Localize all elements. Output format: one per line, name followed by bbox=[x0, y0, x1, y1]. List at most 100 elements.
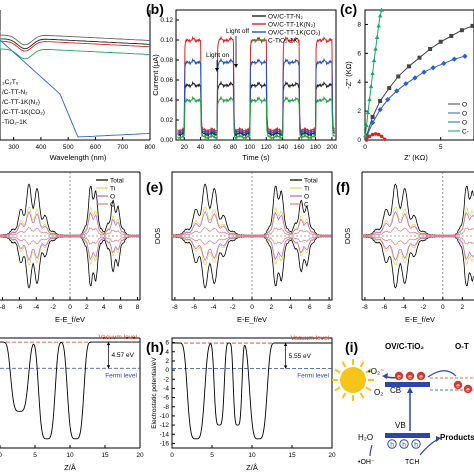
panel-f-dos: -8 -6 -4 -2 0 2 bbox=[361, 172, 474, 311]
panel-c-point bbox=[364, 138, 369, 142]
hole-label: h bbox=[414, 442, 418, 449]
h2o-oh-arrow bbox=[369, 444, 373, 457]
panel-a-legend-entry: -TiO₂-1K bbox=[2, 119, 28, 126]
panel-c-point bbox=[377, 13, 383, 18]
dos-xtick-label: -4 bbox=[401, 304, 407, 311]
dos-legend-label: Ti bbox=[304, 185, 309, 192]
dos-xtick-label: -6 bbox=[191, 304, 197, 311]
dos-xtick-label: -4 bbox=[211, 304, 217, 311]
panel-b-xtick-label: 160 bbox=[294, 144, 305, 151]
panel-c-point bbox=[403, 81, 409, 87]
panel-c-curves bbox=[363, 7, 474, 142]
hole-label: h bbox=[402, 442, 406, 449]
panel-c-legend-label: C- bbox=[462, 128, 469, 135]
panel-c-point bbox=[441, 60, 447, 67]
panel-b-xtick-label: 80 bbox=[230, 144, 238, 151]
panel-g: 0 5 10 15 20 Vacuum level 4.57 eV Fermi level Z… bbox=[0, 334, 144, 472]
dos-curve bbox=[171, 226, 332, 237]
panel-b-annot-light-on: Light on bbox=[206, 52, 230, 59]
panel-b-legend: OV/C-TT-N₂OV/C-TT-1K(N₂)OV/C-TT-1K(CO₂)C… bbox=[252, 13, 320, 44]
panel-b-ytick-label: 0.06 bbox=[160, 77, 173, 84]
sun-ray bbox=[365, 368, 372, 374]
panel-b-series-line bbox=[177, 80, 335, 138]
work-function-arrowhead-top bbox=[106, 342, 111, 346]
pot-ytick-label: 4 bbox=[165, 349, 169, 356]
o2-to-radical-arrowhead bbox=[382, 373, 388, 379]
electrons-right: ee bbox=[453, 380, 473, 394]
panel-a-xtick-label: 800 bbox=[145, 144, 156, 151]
sun-ray bbox=[334, 368, 341, 374]
electron-label: e bbox=[408, 374, 412, 381]
dos-curve bbox=[0, 235, 140, 246]
pot-ytick-label: -12 bbox=[160, 422, 170, 429]
pot-xtick-label: 0 bbox=[0, 452, 2, 459]
panel-c-point bbox=[451, 56, 457, 62]
dos-curve bbox=[361, 235, 474, 261]
dos-legend-label: Total bbox=[304, 177, 318, 184]
panel-c-point bbox=[364, 123, 369, 128]
panel-b-annot-light-off: Light off bbox=[226, 28, 249, 35]
potential-curve bbox=[0, 341, 140, 440]
dos-xtick-label: 6 bbox=[308, 304, 312, 311]
pot-ytick-label: -14 bbox=[160, 431, 170, 438]
electron-icon bbox=[463, 384, 473, 394]
pot-xtick-label: 15 bbox=[288, 452, 296, 459]
dos-xtick-label: -2 bbox=[420, 304, 426, 311]
pot-ytick-label: 6 bbox=[165, 340, 169, 347]
electron-label: e bbox=[456, 383, 460, 390]
panel-c-point bbox=[428, 47, 433, 51]
dos-xtick-label: 4 bbox=[102, 304, 106, 311]
panel-b-xtick-label: 180 bbox=[310, 144, 321, 151]
panel-b: (b) Current (μA) Time (s) 20 40 60 80 100 120… bbox=[146, 1, 338, 162]
panel-a-curve bbox=[0, 38, 151, 60]
panel-c-point bbox=[376, 132, 381, 137]
panel-c-point bbox=[370, 71, 375, 76]
o-t-text: O-T bbox=[455, 342, 469, 351]
dos-xtick-label: 2 bbox=[461, 304, 465, 311]
pot-ytick-label: -8 bbox=[163, 404, 169, 411]
potential-curve bbox=[172, 342, 332, 440]
panel-b-legend-label: OV/C-TT-1K(CO₂) bbox=[268, 29, 320, 36]
pot-xtick-label: 5 bbox=[33, 452, 37, 459]
panel-c-point bbox=[385, 96, 391, 103]
panel-c-point bbox=[370, 114, 375, 119]
pot-xtick-label: 10 bbox=[66, 452, 74, 459]
panel-d-xlabel: E-E_f/eV bbox=[55, 315, 85, 324]
dos-xtick-label: -2 bbox=[50, 304, 56, 311]
panel-c-point bbox=[387, 86, 392, 90]
panel-a-legend-entry: ₃C₂Tₓ bbox=[2, 79, 19, 86]
dos-xtick-label: 0 bbox=[68, 304, 72, 311]
ovc-tio2-text: OV/C-TiO₂ bbox=[385, 342, 424, 351]
panel-b-arrowhead-on bbox=[215, 68, 219, 72]
pot-ytick-label: 0 bbox=[165, 367, 169, 374]
panel-a-xlabel: Wavelength (nm) bbox=[50, 153, 107, 162]
panel-e-xlabel: E-E_f/eV bbox=[237, 315, 267, 324]
panel-b-xtick-label: 200 bbox=[326, 144, 337, 151]
pot-xtick-label: 5 bbox=[210, 452, 214, 459]
panel-h: (h) Electrostatic potential/eV 0 5 10 15 206… bbox=[146, 335, 336, 472]
panel-c-xtick-label: 5 bbox=[439, 144, 443, 151]
electron-label: e bbox=[397, 374, 401, 381]
panel-b-xlabel: Time (s) bbox=[242, 153, 270, 162]
panel-c-frame bbox=[364, 9, 474, 141]
panel-b-legend-label: C-TiO₂-1K bbox=[268, 37, 298, 44]
panel-c-xlabel: Z' (KΩ) bbox=[404, 153, 428, 162]
panel-c-point bbox=[373, 46, 378, 51]
panel-c-ticks: 0 5 0 2 4 6 8 bbox=[357, 21, 443, 151]
panel-c-series-line bbox=[366, 55, 466, 138]
pot-xtick-label: 15 bbox=[101, 452, 109, 459]
work-function-arrowhead-top bbox=[283, 343, 288, 347]
panel-c-point bbox=[367, 97, 372, 102]
tch-products-arrow bbox=[419, 438, 439, 456]
dos-xtick-label: 8 bbox=[327, 304, 331, 311]
dos-legend-label: O bbox=[304, 193, 309, 200]
panel-c-point bbox=[470, 23, 474, 28]
panel-c-point bbox=[368, 84, 374, 89]
dos-legend-label: Ti bbox=[110, 185, 115, 192]
dos-legend-label: Total bbox=[110, 177, 124, 184]
panel-c-point bbox=[412, 75, 418, 81]
